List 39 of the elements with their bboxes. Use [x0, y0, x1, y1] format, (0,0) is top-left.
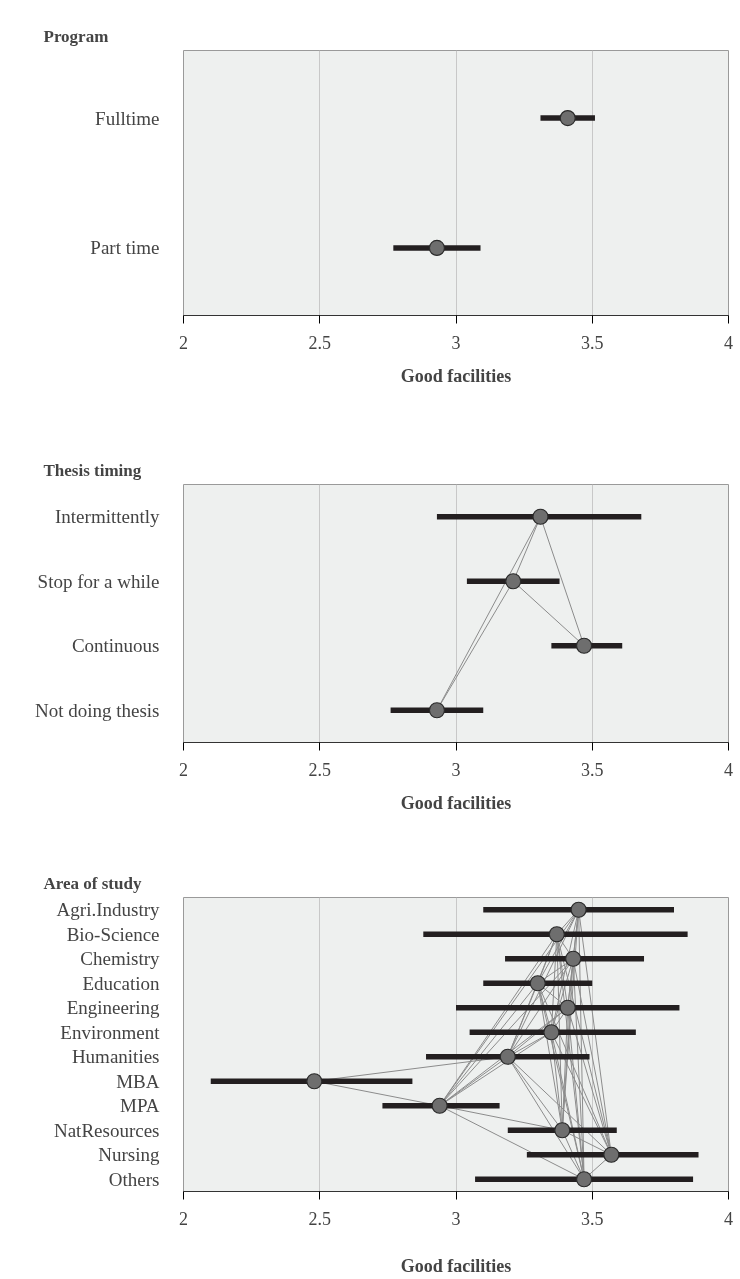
x-tick-label: 4 — [724, 759, 733, 780]
y-tick-label: MBA — [116, 1070, 160, 1092]
x-tick-label: 3.5 — [581, 1208, 604, 1229]
x-tick-label: 3 — [451, 332, 461, 353]
x-tick-label: 3.5 — [581, 332, 604, 353]
y-tick-label: Intermittently — [55, 506, 160, 528]
x-tick-label: 3 — [451, 759, 461, 780]
y-tick-label: Agri.Industry — [56, 899, 160, 921]
x-tick-label: 2 — [179, 1208, 188, 1229]
x-axis-title: Good facilities — [400, 792, 512, 813]
x-tick-label: 2.5 — [308, 759, 331, 780]
chart-title: Thesis timing — [43, 460, 142, 480]
y-tick-label: Environment — [60, 1021, 161, 1043]
y-tick-label: Stop for a while — [37, 570, 160, 592]
y-tick-label: Continuous — [71, 635, 160, 657]
y-tick-label: Humanities — [71, 1046, 160, 1068]
x-tick-label: 4 — [724, 332, 733, 353]
x-tick-label: 2.5 — [308, 332, 331, 353]
y-tick-label: Chemistry — [80, 948, 160, 970]
y-tick-label: MPA — [120, 1095, 160, 1117]
y-tick-label: Not doing thesis — [34, 699, 160, 721]
y-tick-label: Bio-Science — [66, 923, 160, 945]
y-tick-label: Education — [82, 972, 160, 994]
chart-title: Area of study — [43, 873, 142, 893]
x-axis-title: Good facilities — [400, 1255, 512, 1276]
x-tick-label: 2 — [179, 332, 188, 353]
y-tick-label: Fulltime — [95, 107, 160, 129]
x-tick-label: 2 — [179, 759, 188, 780]
y-tick-label: Nursing — [98, 1144, 160, 1166]
x-axis-title: Good facilities — [400, 365, 512, 386]
y-tick-label: Part time — [90, 237, 160, 259]
chart-title: Program — [43, 26, 109, 46]
x-tick-label: 2.5 — [308, 1208, 331, 1229]
x-tick-label: 4 — [724, 1208, 733, 1229]
x-tick-label: 3 — [451, 1208, 461, 1229]
y-tick-label: Others — [108, 1168, 160, 1190]
y-tick-label: Engineering — [66, 997, 160, 1019]
x-tick-label: 3.5 — [581, 759, 604, 780]
y-tick-label: NatResources — [53, 1119, 160, 1141]
